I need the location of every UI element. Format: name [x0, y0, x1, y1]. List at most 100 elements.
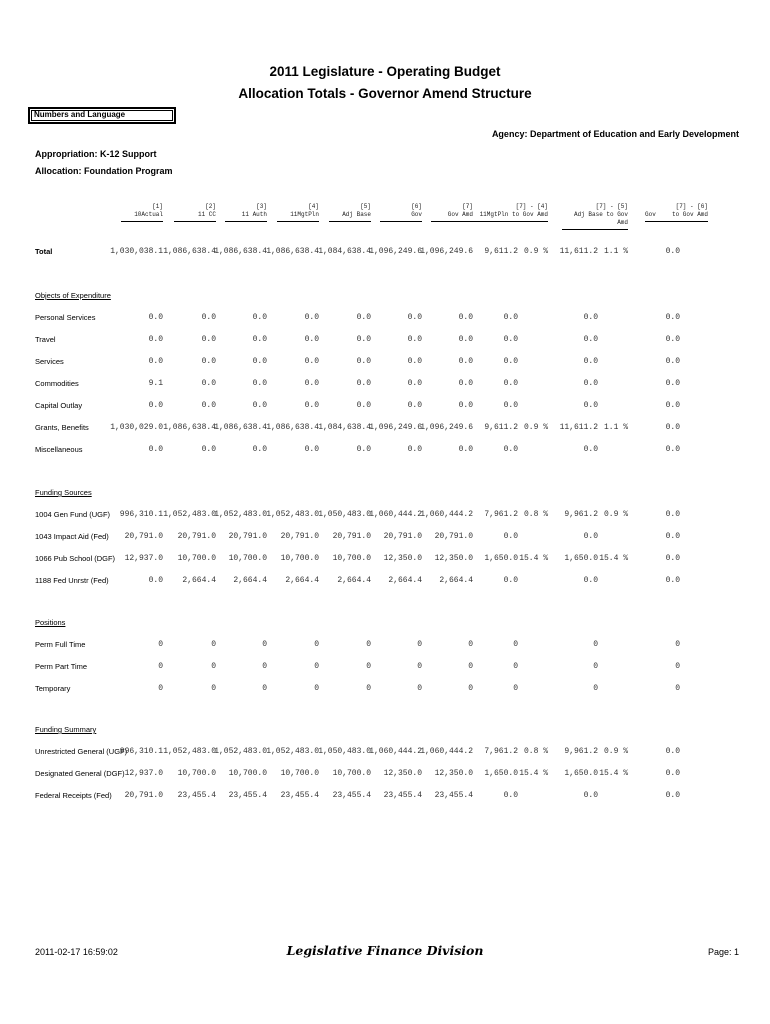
- cell-value: 7,961.2: [484, 747, 518, 756]
- cell-value: 20,791.0: [124, 532, 163, 541]
- cell-value: 0.0: [356, 335, 371, 344]
- cell-value: 0.0: [304, 401, 319, 410]
- allocation-line: Allocation: Foundation Program: [35, 166, 173, 176]
- cell-value: 0.0: [665, 423, 680, 432]
- cell-value: 0.0: [304, 445, 319, 454]
- cell-value: 0.0: [201, 335, 216, 344]
- cell-value: 0.8 %: [523, 747, 548, 756]
- cell-value: 0: [468, 662, 473, 671]
- column-number: [7] - [5]: [595, 203, 628, 210]
- cell-value: 0.0: [201, 445, 216, 454]
- cell-value: 0.0: [583, 379, 598, 388]
- cell-value: 0: [314, 662, 319, 671]
- cell-value: 0.0: [665, 532, 680, 541]
- cell-value: 1,650.0: [484, 769, 518, 778]
- cell-value: 1,096,249.6: [420, 247, 473, 256]
- cell-value: 0.0: [304, 379, 319, 388]
- appropriation-line: Appropriation: K-12 Support: [35, 149, 157, 159]
- cell-value: 0.0: [458, 445, 473, 454]
- table-row: Grants, Benefits 1,030,029.0 1,086,638.4 1,…: [0, 423, 770, 435]
- column-name: 11MgtPln: [290, 211, 319, 218]
- cell-value: 996,310.1: [119, 510, 163, 519]
- column-name-part: Gov: [645, 211, 656, 218]
- cell-value: 0.0: [665, 747, 680, 756]
- cell-value: 12,937.0: [124, 769, 163, 778]
- cell-value: 1,030,038.1: [110, 247, 163, 256]
- cell-value: 0.0: [665, 335, 680, 344]
- table-row: Miscellaneous 0.0 0.0 0.0 0.0 0.0 0.0 0.0 0.0 0.0…: [0, 445, 770, 457]
- row-label: Miscellaneous: [35, 445, 83, 454]
- cell-value: 0.0: [356, 313, 371, 322]
- row-label: 1043 Impact Aid (Fed): [35, 532, 109, 541]
- cell-value: 0.0: [304, 335, 319, 344]
- cell-value: 23,455.4: [434, 791, 473, 800]
- footer-division-name: Legislative Finance Division: [286, 943, 484, 958]
- cell-value: 0.0: [304, 357, 319, 366]
- cell-value: 0.0: [148, 357, 163, 366]
- cell-value: 0.0: [201, 401, 216, 410]
- cell-value: 0.0: [407, 401, 422, 410]
- cell-value: 0.0: [503, 379, 518, 388]
- cell-value: 0: [314, 640, 319, 649]
- cell-value: 0.0: [148, 401, 163, 410]
- table-row: Perm Full Time 0 0 0 0 0 0 0 0 0 0: [0, 640, 770, 652]
- cell-value: 20,791.0: [434, 532, 473, 541]
- cell-value: 1,050,483.0: [318, 510, 371, 519]
- cell-value: 1,086,638.4: [266, 247, 319, 256]
- cell-value: 15.4 %: [599, 769, 628, 778]
- cell-value: 1,650.0: [484, 554, 518, 563]
- cell-value: 1.1 %: [603, 423, 628, 432]
- row-label: Perm Part Time: [35, 662, 88, 671]
- cell-value: 0.0: [201, 379, 216, 388]
- cell-value: 0: [314, 684, 319, 693]
- cell-value: 1,086,638.4: [163, 423, 216, 432]
- cell-value: 12,937.0: [124, 554, 163, 563]
- cell-value: 0.0: [252, 379, 267, 388]
- row-label: Unrestricted General (UGF): [35, 747, 128, 756]
- row-label: Temporary: [35, 684, 71, 693]
- cell-value: 0.0: [148, 445, 163, 454]
- cell-value: 0.0: [458, 335, 473, 344]
- column-number: [3]: [256, 203, 267, 210]
- cell-value: 0.0: [665, 313, 680, 322]
- footer-timestamp: 2011-02-17 16:59:02: [35, 947, 118, 957]
- table-row: 1188 Fed Unrstr (Fed) 0.0 2,664.4 2,664.4 2,…: [0, 576, 770, 588]
- column-number: [5]: [360, 203, 371, 210]
- cell-value: 12,350.0: [383, 769, 422, 778]
- cell-value: 1,060,444.2: [420, 747, 473, 756]
- cell-value: 0.0: [407, 445, 422, 454]
- cell-value: 0.0: [665, 576, 680, 585]
- column-name: Adj Base: [342, 211, 371, 218]
- column-number: [1]: [152, 203, 163, 210]
- cell-value: 0: [366, 640, 371, 649]
- cell-value: 1,650.0: [564, 554, 598, 563]
- column-header: [4] 11MgtPln: [277, 203, 319, 222]
- table-row: Temporary 0 0 0 0 0 0 0 0 0 0: [0, 684, 770, 696]
- cell-value: 9,611.2: [484, 423, 518, 432]
- cell-value: 0.0: [583, 401, 598, 410]
- cell-value: 0.0: [252, 445, 267, 454]
- cell-value: 2,664.4: [182, 576, 216, 585]
- cell-value: 1,030,029.0: [110, 423, 163, 432]
- cell-value: 0.0: [304, 313, 319, 322]
- column-name: Gov: [411, 211, 422, 218]
- cell-value: 0.0: [665, 510, 680, 519]
- cell-value: 0.8 %: [523, 510, 548, 519]
- cell-value: 23,455.4: [280, 791, 319, 800]
- cell-value: 0: [158, 640, 163, 649]
- cell-value: 10,700.0: [332, 554, 371, 563]
- cell-value: 0: [675, 640, 680, 649]
- column-name: 11MgtPln to Gov Amd: [479, 211, 548, 218]
- section-heading: Objects of Expenditure: [35, 291, 111, 300]
- column-name: 11 CC: [197, 211, 216, 218]
- cell-value: 12,350.0: [434, 769, 473, 778]
- cell-value: 1,060,444.2: [420, 510, 473, 519]
- cell-value: 0: [262, 640, 267, 649]
- cell-value: 0.0: [665, 357, 680, 366]
- table-row: Personal Services 0.0 0.0 0.0 0.0 0.0 0.0 0.0 0.…: [0, 313, 770, 325]
- cell-value: 0.9 %: [523, 247, 548, 256]
- cell-value: 0: [262, 684, 267, 693]
- cell-value: 12,350.0: [383, 554, 422, 563]
- cell-value: 0.0: [148, 576, 163, 585]
- report-title-line1: 2011 Legislature - Operating Budget: [269, 64, 501, 79]
